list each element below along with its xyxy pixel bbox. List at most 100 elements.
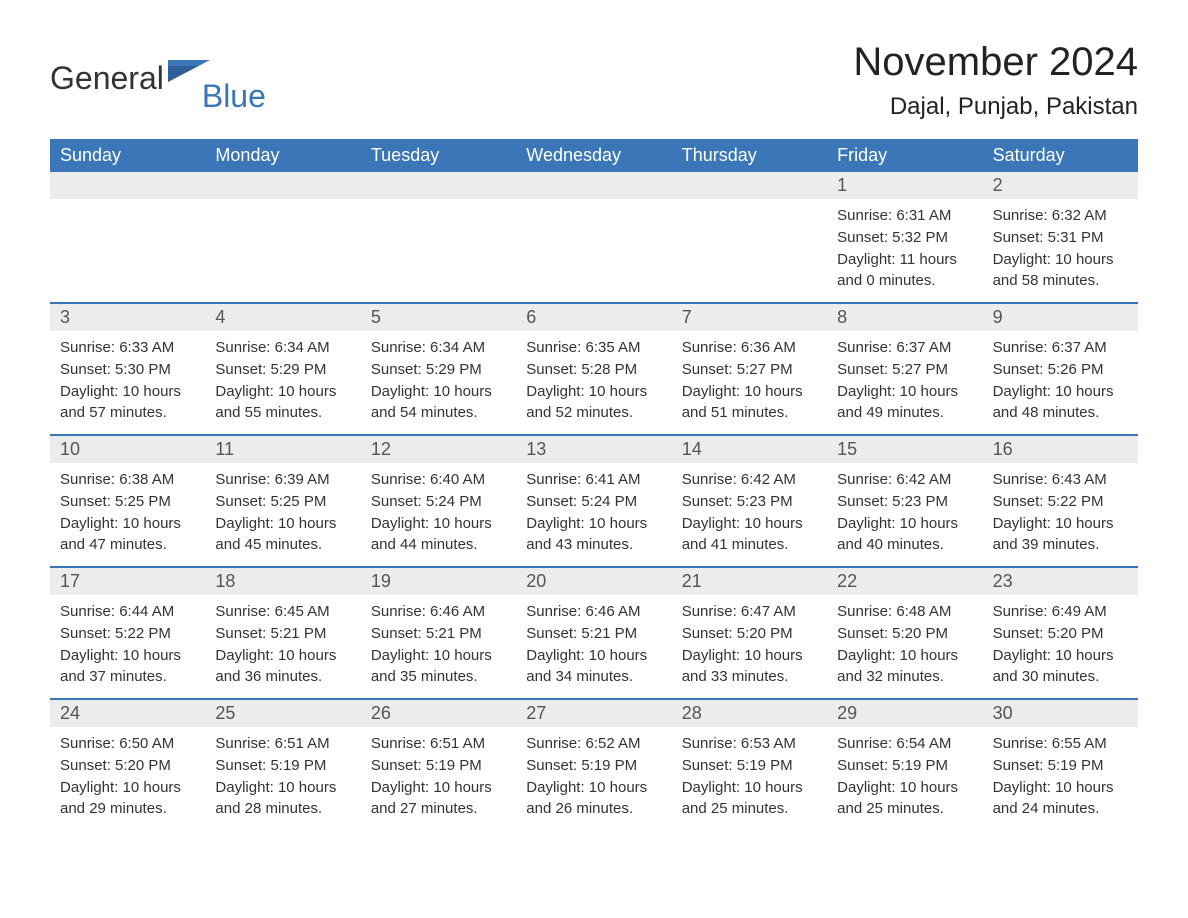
sunset-text: Sunset: 5:19 PM (993, 755, 1128, 777)
day-details: Sunrise: 6:32 AMSunset: 5:31 PMDaylight:… (983, 199, 1138, 302)
sunset-text: Sunset: 5:30 PM (60, 359, 195, 381)
sunrise-text: Sunrise: 6:34 AM (371, 337, 506, 359)
day-number: 6 (516, 304, 671, 331)
daylight-text-1: Daylight: 10 hours (682, 513, 817, 535)
day-number (672, 172, 827, 199)
day-details: Sunrise: 6:46 AMSunset: 5:21 PMDaylight:… (516, 595, 671, 698)
day-cell: 30Sunrise: 6:55 AMSunset: 5:19 PMDayligh… (983, 700, 1138, 830)
day-cell: 22Sunrise: 6:48 AMSunset: 5:20 PMDayligh… (827, 568, 982, 698)
sunrise-text: Sunrise: 6:33 AM (60, 337, 195, 359)
day-number: 14 (672, 436, 827, 463)
daylight-text-2: and 25 minutes. (682, 798, 817, 820)
sunset-text: Sunset: 5:19 PM (837, 755, 972, 777)
day-cell: 1Sunrise: 6:31 AMSunset: 5:32 PMDaylight… (827, 172, 982, 302)
daylight-text-2: and 35 minutes. (371, 666, 506, 688)
sunrise-text: Sunrise: 6:43 AM (993, 469, 1128, 491)
daylight-text-1: Daylight: 10 hours (526, 645, 661, 667)
sunrise-text: Sunrise: 6:41 AM (526, 469, 661, 491)
day-number (50, 172, 205, 199)
day-cell: 19Sunrise: 6:46 AMSunset: 5:21 PMDayligh… (361, 568, 516, 698)
day-number: 30 (983, 700, 1138, 727)
day-cell: 15Sunrise: 6:42 AMSunset: 5:23 PMDayligh… (827, 436, 982, 566)
sunset-text: Sunset: 5:19 PM (682, 755, 817, 777)
sunset-text: Sunset: 5:20 PM (837, 623, 972, 645)
day-cell (50, 172, 205, 302)
sunrise-text: Sunrise: 6:35 AM (526, 337, 661, 359)
daylight-text-1: Daylight: 10 hours (526, 381, 661, 403)
daylight-text-2: and 52 minutes. (526, 402, 661, 424)
header: General Blue November 2024 Dajal, Punjab… (50, 40, 1138, 121)
sunrise-text: Sunrise: 6:53 AM (682, 733, 817, 755)
day-details: Sunrise: 6:54 AMSunset: 5:19 PMDaylight:… (827, 727, 982, 830)
sunset-text: Sunset: 5:19 PM (371, 755, 506, 777)
sunset-text: Sunset: 5:24 PM (526, 491, 661, 513)
day-number: 8 (827, 304, 982, 331)
sunrise-text: Sunrise: 6:39 AM (215, 469, 350, 491)
weekday-header: Wednesday (516, 139, 671, 172)
day-details: Sunrise: 6:34 AMSunset: 5:29 PMDaylight:… (361, 331, 516, 434)
day-cell: 17Sunrise: 6:44 AMSunset: 5:22 PMDayligh… (50, 568, 205, 698)
sunset-text: Sunset: 5:28 PM (526, 359, 661, 381)
title-block: November 2024 Dajal, Punjab, Pakistan (853, 40, 1138, 121)
daylight-text-2: and 55 minutes. (215, 402, 350, 424)
sunrise-text: Sunrise: 6:47 AM (682, 601, 817, 623)
day-cell: 2Sunrise: 6:32 AMSunset: 5:31 PMDaylight… (983, 172, 1138, 302)
day-cell: 9Sunrise: 6:37 AMSunset: 5:26 PMDaylight… (983, 304, 1138, 434)
sunrise-text: Sunrise: 6:38 AM (60, 469, 195, 491)
page-title: November 2024 (853, 40, 1138, 85)
day-cell: 24Sunrise: 6:50 AMSunset: 5:20 PMDayligh… (50, 700, 205, 830)
day-number: 4 (205, 304, 360, 331)
daylight-text-1: Daylight: 10 hours (60, 645, 195, 667)
daylight-text-2: and 51 minutes. (682, 402, 817, 424)
sunset-text: Sunset: 5:27 PM (837, 359, 972, 381)
day-cell: 21Sunrise: 6:47 AMSunset: 5:20 PMDayligh… (672, 568, 827, 698)
day-cell: 8Sunrise: 6:37 AMSunset: 5:27 PMDaylight… (827, 304, 982, 434)
sunrise-text: Sunrise: 6:50 AM (60, 733, 195, 755)
sunrise-text: Sunrise: 6:40 AM (371, 469, 506, 491)
weekday-header: Tuesday (361, 139, 516, 172)
day-cell: 3Sunrise: 6:33 AMSunset: 5:30 PMDaylight… (50, 304, 205, 434)
sunrise-text: Sunrise: 6:54 AM (837, 733, 972, 755)
daylight-text-1: Daylight: 10 hours (215, 645, 350, 667)
day-number: 2 (983, 172, 1138, 199)
daylight-text-1: Daylight: 10 hours (993, 249, 1128, 271)
daylight-text-1: Daylight: 10 hours (371, 381, 506, 403)
day-details: Sunrise: 6:34 AMSunset: 5:29 PMDaylight:… (205, 331, 360, 434)
day-details: Sunrise: 6:39 AMSunset: 5:25 PMDaylight:… (205, 463, 360, 566)
day-details: Sunrise: 6:42 AMSunset: 5:23 PMDaylight:… (827, 463, 982, 566)
sunrise-text: Sunrise: 6:52 AM (526, 733, 661, 755)
day-details: Sunrise: 6:53 AMSunset: 5:19 PMDaylight:… (672, 727, 827, 830)
day-number: 5 (361, 304, 516, 331)
day-number: 1 (827, 172, 982, 199)
sunrise-text: Sunrise: 6:36 AM (682, 337, 817, 359)
daylight-text-1: Daylight: 10 hours (60, 777, 195, 799)
sunrise-text: Sunrise: 6:31 AM (837, 205, 972, 227)
daylight-text-2: and 34 minutes. (526, 666, 661, 688)
daylight-text-1: Daylight: 10 hours (371, 513, 506, 535)
daylight-text-1: Daylight: 10 hours (215, 381, 350, 403)
sunset-text: Sunset: 5:23 PM (682, 491, 817, 513)
daylight-text-2: and 37 minutes. (60, 666, 195, 688)
daylight-text-1: Daylight: 10 hours (215, 777, 350, 799)
daylight-text-2: and 27 minutes. (371, 798, 506, 820)
day-cell (516, 172, 671, 302)
daylight-text-2: and 29 minutes. (60, 798, 195, 820)
daylight-text-1: Daylight: 10 hours (993, 381, 1128, 403)
day-cell: 29Sunrise: 6:54 AMSunset: 5:19 PMDayligh… (827, 700, 982, 830)
day-details: Sunrise: 6:43 AMSunset: 5:22 PMDaylight:… (983, 463, 1138, 566)
daylight-text-1: Daylight: 10 hours (526, 777, 661, 799)
day-cell (205, 172, 360, 302)
day-number: 11 (205, 436, 360, 463)
day-cell: 20Sunrise: 6:46 AMSunset: 5:21 PMDayligh… (516, 568, 671, 698)
sunset-text: Sunset: 5:27 PM (682, 359, 817, 381)
day-cell (361, 172, 516, 302)
day-details: Sunrise: 6:37 AMSunset: 5:26 PMDaylight:… (983, 331, 1138, 434)
day-cell: 26Sunrise: 6:51 AMSunset: 5:19 PMDayligh… (361, 700, 516, 830)
daylight-text-1: Daylight: 10 hours (993, 777, 1128, 799)
week-row: 17Sunrise: 6:44 AMSunset: 5:22 PMDayligh… (50, 566, 1138, 698)
daylight-text-2: and 24 minutes. (993, 798, 1128, 820)
sunset-text: Sunset: 5:23 PM (837, 491, 972, 513)
day-details: Sunrise: 6:41 AMSunset: 5:24 PMDaylight:… (516, 463, 671, 566)
day-number: 20 (516, 568, 671, 595)
day-number: 25 (205, 700, 360, 727)
